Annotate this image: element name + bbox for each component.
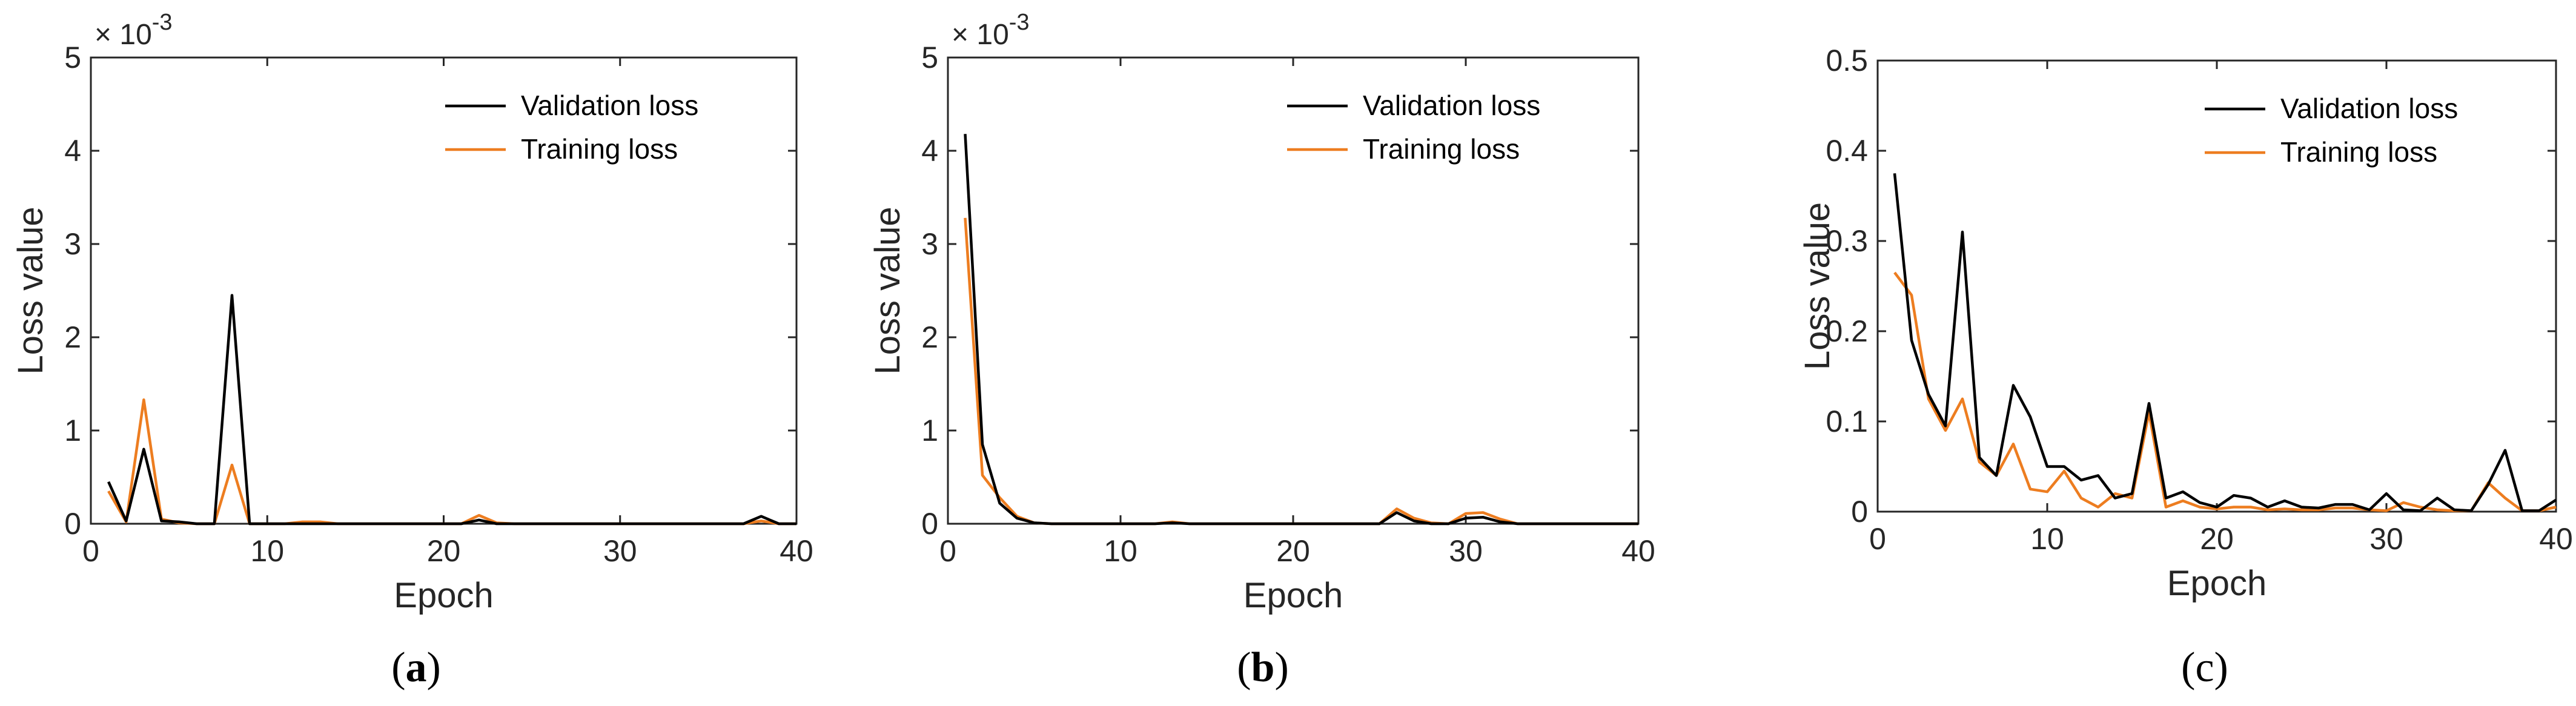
x-tick-label: 30 xyxy=(603,534,637,568)
y-tick-label: 0.1 xyxy=(1826,404,1868,438)
panel-label: (b) xyxy=(1237,644,1289,691)
plot-area xyxy=(90,56,798,525)
exponent-power: -3 xyxy=(152,10,173,35)
y-tick-label: 1 xyxy=(64,414,81,447)
panel-label: (a) xyxy=(391,644,441,691)
series-line-validation xyxy=(1893,173,2557,512)
y-tick-label: 0.5 xyxy=(1826,44,1868,78)
exponent-power: -3 xyxy=(1009,10,1030,35)
series-line-validation xyxy=(107,294,796,526)
y-tick-label: 5 xyxy=(64,41,81,74)
series-line-training xyxy=(1893,271,2557,512)
y-axis-exponent: × 10-3 xyxy=(952,10,1030,51)
panel-letter: b xyxy=(1251,644,1275,691)
y-tick-label: 0 xyxy=(64,507,81,541)
x-tick-label: 30 xyxy=(2369,522,2403,556)
exponent-base: × 10 xyxy=(952,19,1009,51)
x-tick-label: 10 xyxy=(250,534,284,568)
chart-panel-b: 0 10 20 30 40 0 1 2 3 4 5 × 10-3 Epoch Loss value Vali… xyxy=(868,10,1655,691)
plot-area xyxy=(947,56,1640,525)
y-tick-label: 5 xyxy=(921,41,938,74)
y-tick-label: 0.2 xyxy=(1826,314,1868,348)
y-axis-label: Loss value xyxy=(1798,202,1837,370)
y-axis-label: Loss value xyxy=(868,206,907,374)
chart-panel-a: 0 10 20 30 40 0 1 2 3 4 5 × 10-3 Epoch Loss value Vali… xyxy=(11,10,813,691)
y-tick-label: 0 xyxy=(921,507,938,541)
y-tick-label: 4 xyxy=(921,134,938,168)
y-tick-label: 2 xyxy=(64,320,81,354)
y-tick-label: 4 xyxy=(64,134,81,168)
series-line-training xyxy=(107,398,796,526)
chart-panel-c: 0 10 20 30 40 0 0.1 0.2 0.3 0.4 0.5 Epoch Loss value… xyxy=(1798,44,2573,691)
x-tick-label: 20 xyxy=(427,534,461,568)
x-tick-label: 10 xyxy=(2030,522,2064,556)
y-tick-label: 0.4 xyxy=(1826,134,1868,168)
y-tick-label: 2 xyxy=(921,320,938,354)
exponent-base: × 10 xyxy=(94,19,152,51)
y-tick-label: 0.3 xyxy=(1826,224,1868,258)
series-line-training xyxy=(964,217,1638,526)
panel-letter: c xyxy=(2195,644,2214,691)
series-line-validation xyxy=(964,134,1638,526)
x-tick-label: 20 xyxy=(1276,534,1310,568)
panel-letter: a xyxy=(406,644,427,691)
x-tick-label: 40 xyxy=(780,534,813,568)
panel-label: (c) xyxy=(2181,644,2228,691)
x-tick-label: 20 xyxy=(2200,522,2234,556)
x-tick-label: 10 xyxy=(1104,534,1137,568)
x-axis-label: Epoch xyxy=(394,576,493,615)
x-tick-label: 0 xyxy=(939,534,956,568)
legend-label: Validation loss xyxy=(521,90,698,121)
x-tick-label: 40 xyxy=(2539,522,2573,556)
x-tick-label: 40 xyxy=(1621,534,1655,568)
legend-label: Validation loss xyxy=(2280,93,2458,124)
legend-label: Validation loss xyxy=(1363,90,1540,121)
x-tick-label: 0 xyxy=(82,534,99,568)
y-tick-label: 1 xyxy=(921,414,938,447)
y-axis-exponent: × 10-3 xyxy=(94,10,173,51)
y-axis-label: Loss value xyxy=(11,206,50,374)
legend-label: Training loss xyxy=(2280,136,2437,168)
legend-label: Training loss xyxy=(1363,133,1520,165)
y-tick-label: 3 xyxy=(64,227,81,261)
x-tick-label: 0 xyxy=(1869,522,1886,556)
x-tick-label: 30 xyxy=(1449,534,1483,568)
y-tick-label: 3 xyxy=(921,227,938,261)
y-tick-label: 0 xyxy=(1851,495,1868,529)
x-axis-label: Epoch xyxy=(1243,576,1343,615)
x-axis-label: Epoch xyxy=(2167,564,2266,603)
legend-label: Training loss xyxy=(521,133,678,165)
